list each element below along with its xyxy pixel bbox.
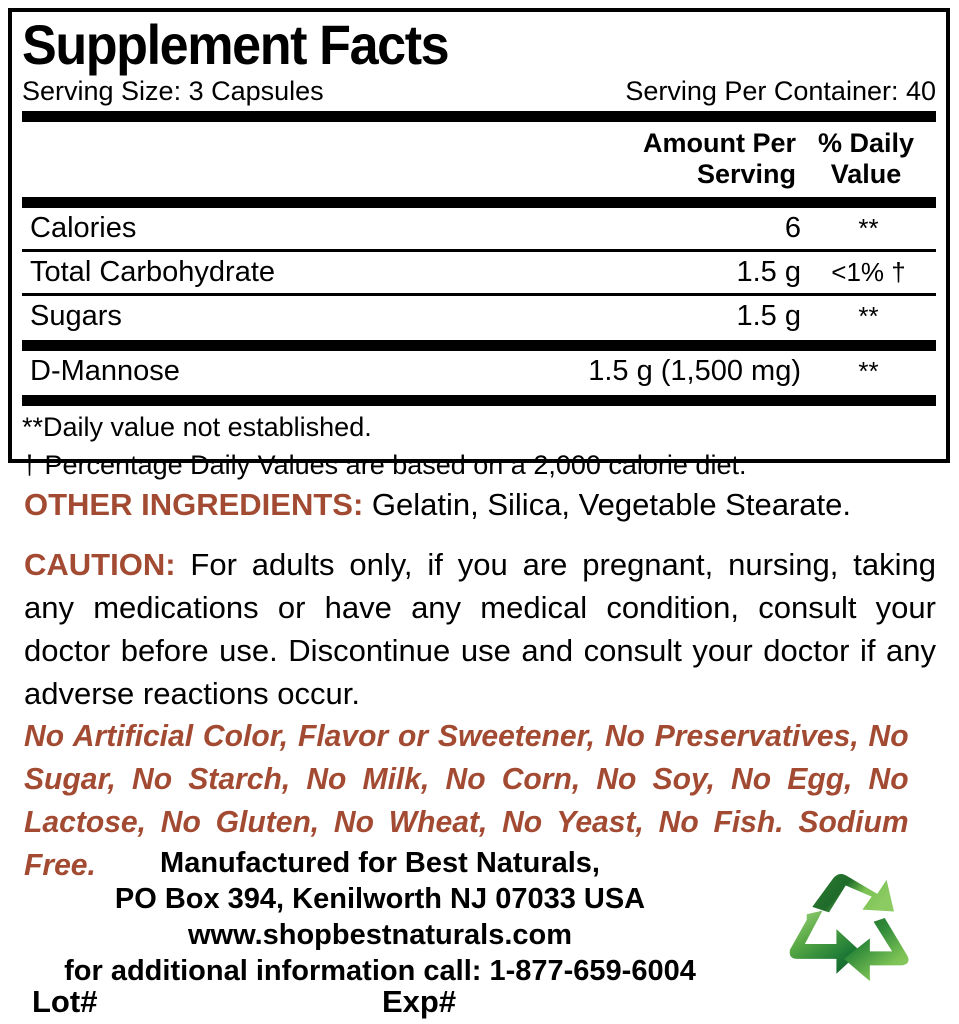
nutrient-daily-value: <1% † [831,257,906,287]
divider-thick-bottom [22,395,936,406]
nutrient-name: Sugars [30,300,122,332]
exp-label: Exp# [382,984,457,1019]
column-header-amount: Amount Per Serving [642,128,796,189]
nutrient-name: D-Mannose [30,355,180,387]
nutrient-amount: 1.5 g (1,500 mg) [588,355,801,387]
table-row: D-Mannose 1.5 g (1,500 mg) ** [22,351,936,392]
divider-thick-header [22,197,936,208]
serving-size: Serving Size: 3 Capsules [22,76,324,106]
other-ingredients-section: OTHER INGREDIENTS: Gelatin, Silica, Vege… [24,487,936,523]
batch-row: Lot# Exp# [32,985,592,1019]
nutrient-daily-value: ** [858,301,879,331]
nutrient-name: Total Carbohydrate [30,256,276,288]
divider-thin [22,293,936,296]
manufacturer-name: Manufactured for Best Naturals, [160,847,600,879]
caution-text: For adults only, if you are pregnant, nu… [24,547,936,711]
recycle-icon [775,866,935,996]
nutrient-name: Calories [30,212,137,244]
divider-thick-mid [22,340,936,351]
lot-label: Lot# [32,984,98,1019]
nutrient-amount: 1.5 g [736,300,802,332]
supplement-facts-panel: Supplement Facts Serving Size: 3 Capsule… [8,8,950,480]
divider-thin [22,249,936,252]
manufacturer-block: Manufactured for Best Naturals, PO Box 3… [0,845,760,989]
column-header-daily-value: % Daily Value [817,128,915,189]
table-row: Calories 6 ** [22,208,936,249]
nutrient-daily-value: ** [858,356,879,386]
table-row: Total Carbohydrate 1.5 g <1% † [22,252,936,293]
footnote-daily-value-not-established: **Daily value not established. [22,412,372,442]
caution-heading: CAUTION: [24,547,176,582]
nutrient-daily-value: ** [858,213,879,243]
footnote-percentage-daily-values: † Percentage Daily Values are based on a… [22,450,747,480]
free-from-claims: No Artificial Color, Flavor or Sweetener… [24,718,909,882]
servings-per-container: Serving Per Container: 40 [625,76,936,106]
other-ingredients-heading: OTHER INGREDIENTS: [24,487,364,522]
other-ingredients-text: Gelatin, Silica, Vegetable Stearate. [363,487,851,522]
manufacturer-phone: for additional information call: 1-877-6… [64,955,696,987]
page-title: Supplement Facts [22,13,450,76]
nutrient-amount: 1.5 g [736,256,802,288]
divider-thick-top [22,111,936,122]
manufacturer-website: www.shopbestnaturals.com [187,919,573,951]
nutrient-amount: 6 [784,212,801,244]
caution-section: CAUTION: For adults only, if you are pre… [24,543,936,715]
manufacturer-address: PO Box 394, Kenilworth NJ 07033 USA [114,883,646,915]
table-row: Sugars 1.5 g ** [22,296,936,337]
table-column-headers: Amount Per Serving % Daily Value [22,122,936,194]
serving-info-row: Serving Size: 3 Capsules Serving Per Con… [22,76,936,106]
